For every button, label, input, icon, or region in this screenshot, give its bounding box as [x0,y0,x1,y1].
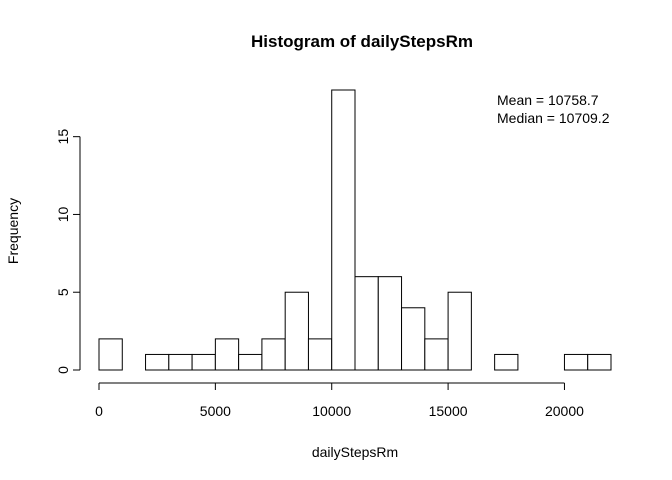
x-axis-label: dailyStepsRm [312,444,398,460]
x-axis: 0 5000 10000 15000 20000 [95,382,584,419]
histogram-bar [377,276,403,371]
histogram-bar [284,291,309,371]
histogram-bar [424,338,449,371]
histogram-bar [168,353,193,371]
histogram-bar [98,338,123,371]
x-tick-label: 5000 [200,403,231,419]
y-axis-label: Frequency [5,198,21,264]
histogram-bar [214,338,240,371]
bars-group [98,89,612,371]
y-tick-label: 0 [55,366,71,374]
histogram-bar [354,276,379,371]
y-tick-label: 5 [55,288,71,296]
histogram-bar [261,338,286,371]
histogram-bar [307,338,333,371]
chart-title: Histogram of dailyStepsRm [251,32,473,51]
histogram-bar [191,353,216,371]
x-tick-label: 0 [95,403,103,419]
histogram-bar [447,291,472,371]
x-tick-label: 10000 [312,403,351,419]
histogram-bar [587,353,612,371]
x-tick-label: 15000 [429,403,468,419]
mean-annotation: Mean = 10758.7 [497,92,599,108]
x-tick-label: 20000 [545,403,584,419]
median-annotation: Median = 10709.2 [497,110,610,126]
histogram-bar [494,353,519,371]
histogram-bar [331,89,356,371]
histogram-bar [401,307,426,371]
y-tick-label: 15 [55,129,71,145]
annotations-group: Mean = 10758.7 Median = 10709.2 [497,92,610,126]
histogram-bar [145,353,170,371]
y-axis: 0 5 10 15 [55,129,81,374]
histogram-bar [563,353,589,371]
y-tick-label: 10 [55,206,71,222]
histogram-bar [238,353,263,371]
